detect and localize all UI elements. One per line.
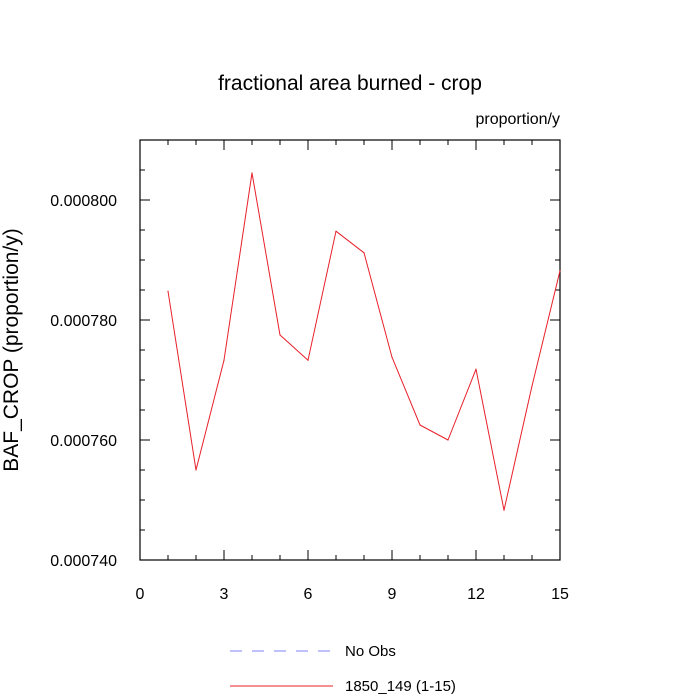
legend: No Obs 1850_149 (1-15) [230, 643, 456, 695]
chart-title: fractional area burned - crop [218, 72, 482, 95]
y-axis-ticks: 0.000740 0.000760 0.000780 0.000800 [50, 139, 560, 570]
x-tick-label: 9 [388, 586, 397, 603]
plot-frame [139, 139, 561, 561]
data-point [223, 359, 225, 361]
y-tick-label: 0.000780 [50, 313, 117, 330]
data-point [167, 290, 169, 292]
x-tick-label: 15 [551, 586, 569, 603]
y-axis-label: BAF_CROP (proportion/y) [0, 228, 23, 472]
x-tick-label: 6 [304, 586, 313, 603]
series-layer [167, 172, 561, 511]
data-point [531, 385, 533, 387]
series-line [167, 172, 561, 511]
data-point [475, 368, 477, 370]
legend-label: No Obs [345, 643, 396, 660]
x-tick-label: 12 [467, 586, 485, 603]
data-point [391, 356, 393, 358]
y-tick-label: 0.000740 [50, 553, 117, 570]
units-label: proportion/y [476, 111, 561, 128]
data-point [195, 469, 197, 471]
x-tick-label: 3 [220, 586, 229, 603]
data-point [559, 270, 561, 272]
x-tick-label: 0 [136, 586, 145, 603]
data-point [447, 439, 449, 441]
data-point [419, 424, 421, 426]
legend-label: 1850_149 (1-15) [345, 678, 456, 695]
data-point [279, 334, 281, 336]
data-point [363, 252, 365, 254]
y-tick-label: 0.000800 [50, 193, 117, 210]
y-tick-label: 0.000760 [50, 433, 117, 450]
data-point [251, 172, 253, 174]
x-axis-ticks: 0 3 6 9 12 15 [136, 140, 569, 603]
data-point [335, 230, 337, 232]
data-point [503, 509, 505, 511]
data-point [307, 359, 309, 361]
